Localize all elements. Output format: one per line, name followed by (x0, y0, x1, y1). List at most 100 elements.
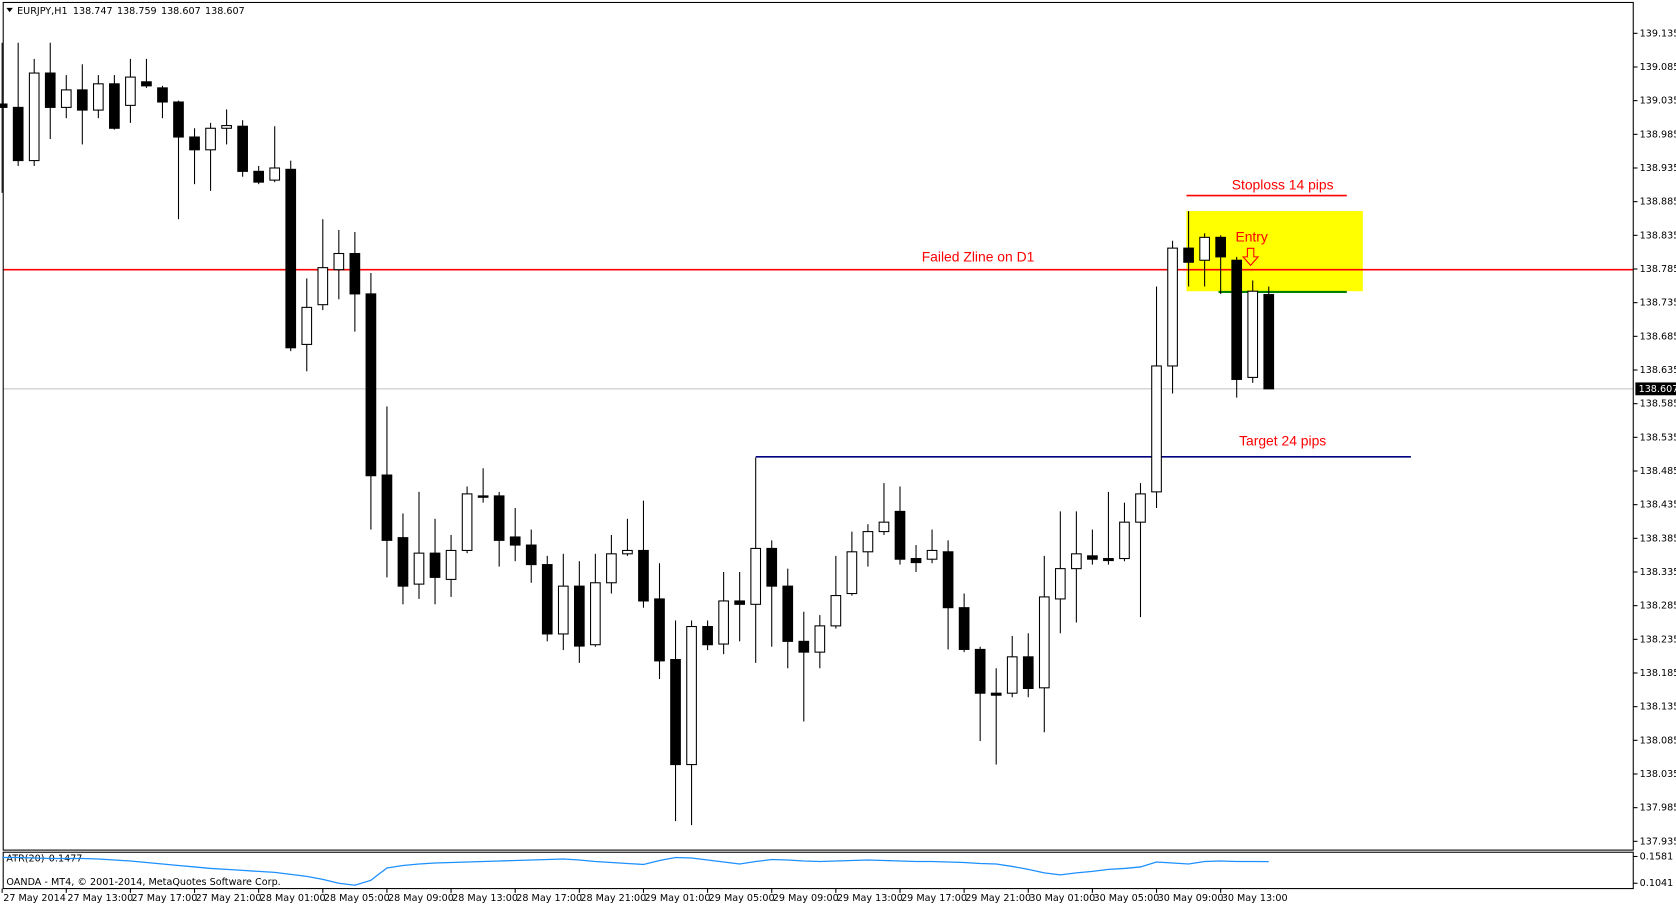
candle-body (846, 551, 858, 595)
candle-body (125, 76, 136, 106)
y-tick-label: 139.035 (1640, 96, 1676, 107)
candle-body (285, 168, 297, 349)
candle-body (173, 101, 184, 138)
candle-body (798, 640, 810, 653)
candle-body (541, 564, 553, 635)
candle-body (365, 293, 377, 477)
candle-body (638, 549, 649, 602)
x-tick-label: 30 May 01:00 (1029, 893, 1095, 904)
candle-body (237, 125, 248, 172)
candle-body (1135, 493, 1146, 523)
y-tick-label: 138.185 (1640, 668, 1676, 679)
candle-body (654, 598, 665, 662)
y-tick-label: 138.785 (1640, 264, 1676, 275)
y-tick-label: 138.885 (1640, 197, 1676, 208)
candle-body (413, 552, 425, 585)
candle-body (1119, 521, 1130, 560)
entry-label: Entry (1235, 228, 1267, 244)
candle-body (573, 585, 585, 647)
candle-body (910, 557, 922, 564)
candle-body (109, 83, 120, 129)
x-tick-label: 29 May 09:00 (773, 893, 839, 904)
candle-body (477, 495, 489, 498)
candle-body (221, 125, 232, 129)
x-tick-label: 27 May 13:00 (67, 893, 133, 904)
candle-body (1006, 656, 1018, 694)
candle-body (718, 600, 729, 645)
candle-body (622, 549, 633, 555)
candle-body (1231, 259, 1243, 380)
candle-body (493, 495, 505, 541)
y-tick-label: 138.285 (1640, 601, 1676, 612)
x-tick-label: 29 May 21:00 (965, 893, 1031, 904)
header-high: 138.759 (117, 6, 157, 17)
y-tick-label: 139.135 (1640, 28, 1676, 39)
atr-tick-label: 0.1041 (1640, 878, 1674, 889)
bid-label: 138.607 (1639, 384, 1676, 395)
footer: OANDA - MT4, © 2001-2014, MetaQuotes Sof… (6, 877, 280, 888)
candle-body (525, 544, 537, 566)
y-tick-label: 138.635 (1640, 365, 1676, 376)
x-tick-label: 28 May 17:00 (516, 893, 582, 904)
entry-zone (1186, 211, 1363, 292)
sub-frame (2, 851, 1634, 890)
candle-body (766, 547, 778, 587)
y-tick-label: 139.085 (1640, 62, 1676, 73)
candle-body (397, 537, 409, 587)
candle-body (461, 493, 473, 551)
y-tick-label: 138.935 (1640, 163, 1676, 174)
candle-body (1199, 236, 1210, 261)
main-frame (2, 1, 1634, 851)
candle-body (1022, 656, 1034, 690)
header: EURJPY,H1 138.747 138.759 138.607 138.607 (17, 6, 245, 17)
x-tick-label: 27 May 21:00 (196, 893, 262, 904)
y-tick-label: 138.735 (1640, 298, 1676, 309)
y-tick-label: 137.935 (1640, 836, 1676, 847)
menu-triangle[interactable] (6, 7, 13, 13)
candle-body (686, 626, 697, 766)
x-tick-label: 27 May 2014 (3, 893, 66, 904)
atr-line (2, 856, 1269, 886)
candle-body (958, 607, 970, 650)
candle-body (942, 551, 954, 609)
candle-body (670, 658, 681, 766)
y-tick-label: 137.985 (1640, 803, 1676, 814)
candle-body (830, 595, 842, 627)
candle-body (782, 585, 794, 642)
candle-body (1151, 365, 1162, 493)
y-tick-label: 138.435 (1640, 500, 1676, 511)
candle-body (429, 552, 441, 578)
candle-body (349, 252, 361, 295)
candle-body (1103, 557, 1114, 562)
candle-body (317, 267, 329, 306)
candle-body (1167, 247, 1178, 367)
y-tick-label: 138.685 (1640, 331, 1676, 342)
annotation-text: Failed Zline on D1 (922, 249, 1035, 265)
x-tick-label: 29 May 17:00 (901, 893, 967, 904)
y-tick-label: 138.585 (1640, 399, 1676, 410)
candle-body (606, 553, 617, 584)
y-tick-label: 138.535 (1640, 432, 1676, 443)
candle-body (990, 692, 1002, 696)
candle-body (253, 170, 265, 183)
candle-body (1071, 553, 1082, 570)
annotation-text: Target 24 pips (1239, 433, 1326, 449)
candle-body (157, 87, 168, 103)
y-tick-label: 138.085 (1640, 735, 1676, 746)
candle-body (60, 89, 72, 108)
y-tick-label: 138.985 (1640, 129, 1676, 140)
annotation-text: Stoploss 14 pips (1232, 177, 1334, 193)
candle-body (894, 510, 906, 560)
candle-body (333, 252, 345, 271)
bid-box (1635, 382, 1676, 396)
x-tick-label: 30 May 09:00 (1158, 893, 1224, 904)
candle-body (381, 474, 393, 541)
candle-body (189, 136, 200, 151)
candle-body (12, 106, 24, 162)
header-open: 138.747 (73, 6, 113, 17)
candle-body (445, 549, 457, 580)
candle-body (974, 648, 986, 694)
